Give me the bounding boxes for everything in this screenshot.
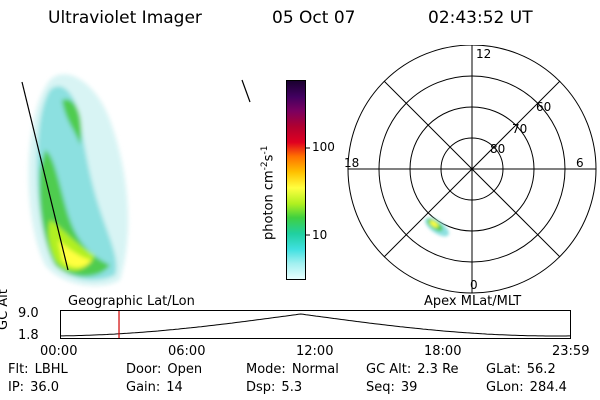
geographic-auroral-image xyxy=(21,74,129,286)
status-value: 36.0 xyxy=(30,380,60,395)
instrument-title: Ultraviolet Imager xyxy=(48,8,202,28)
altitude-y-max: 9.0 xyxy=(18,306,39,321)
status-label: Door: xyxy=(126,362,162,377)
status-field-dsp: Dsp: 5.3 xyxy=(246,380,302,395)
geographic-meridian-line xyxy=(21,81,69,271)
colorbar-tick-10: 10 xyxy=(312,228,328,242)
status-value: 14 xyxy=(166,380,183,395)
status-label: Gain: xyxy=(126,380,161,395)
status-label: Seq: xyxy=(366,380,395,395)
status-label: Flt: xyxy=(8,362,29,377)
status-label: Mode: xyxy=(246,362,286,377)
status-label: Dsp: xyxy=(246,380,276,395)
altitude-plot-frame xyxy=(60,310,571,339)
colorbar-tick-100: 100 xyxy=(312,140,335,154)
colorbar xyxy=(286,80,306,280)
lat-label-80: 80 xyxy=(490,142,505,156)
status-value: Open xyxy=(167,362,203,377)
x-tick-0600: 06:00 xyxy=(168,344,206,359)
status-field-door: Door: Open xyxy=(126,362,202,377)
status-field-glon: GLon: 284.4 xyxy=(486,380,567,395)
orientation-tick xyxy=(241,79,251,103)
status-field-glat: GLat: 56.2 xyxy=(486,362,556,377)
x-tick-0000: 00:00 xyxy=(40,344,78,359)
altitude-y-min: 1.8 xyxy=(18,328,39,343)
altitude-left-title: Geographic Lat/Lon xyxy=(68,294,195,309)
status-label: GLat: xyxy=(486,362,521,377)
x-tick-1200: 12:00 xyxy=(296,344,334,359)
altitude-right-title: Apex MLat/MLT xyxy=(424,294,522,309)
lat-label-60: 60 xyxy=(536,100,551,114)
status-field-seq: Seq: 39 xyxy=(366,380,417,395)
colorbar-axis xyxy=(306,147,310,236)
status-field-gain: Gain: 14 xyxy=(126,380,183,395)
status-value: LBHL xyxy=(34,362,68,377)
colorbar-unit-label: photon cm-2s-1 xyxy=(260,145,277,240)
observation-time: 02:43:52 UT xyxy=(428,8,533,28)
x-tick-2359: 23:59 xyxy=(552,344,590,359)
status-field-flt: Flt: LBHL xyxy=(8,362,68,377)
mlt-label-0: 0 xyxy=(470,278,478,292)
status-field-ip: IP: 36.0 xyxy=(8,380,59,395)
status-field-gcalt: GC Alt: 2.3 Re xyxy=(366,362,459,377)
mlt-label-18: 18 xyxy=(344,156,359,170)
status-value: 56.2 xyxy=(526,362,556,377)
status-label: GLon: xyxy=(486,380,524,395)
altitude-y-label: GC Alt xyxy=(0,289,11,330)
polar-mlt-plot: 12 18 6 0 60 70 80 xyxy=(344,45,597,294)
status-value: 39 xyxy=(400,380,418,395)
status-field-mode: Mode: Normal xyxy=(246,362,339,377)
status-value: 5.3 xyxy=(281,380,303,395)
observation-date: 05 Oct 07 xyxy=(272,8,356,28)
altitude-orbit-plot xyxy=(60,310,571,339)
lat-label-70: 70 xyxy=(512,122,527,136)
altitude-curve xyxy=(61,313,571,337)
status-value: 2.3 Re xyxy=(417,362,459,377)
status-label: GC Alt: xyxy=(366,362,412,377)
mlt-label-12: 12 xyxy=(476,47,491,61)
mlt-label-6: 6 xyxy=(576,156,584,170)
status-value: 284.4 xyxy=(529,380,567,395)
x-tick-1800: 18:00 xyxy=(424,344,462,359)
status-value: Normal xyxy=(291,362,339,377)
status-label: IP: xyxy=(8,380,25,395)
